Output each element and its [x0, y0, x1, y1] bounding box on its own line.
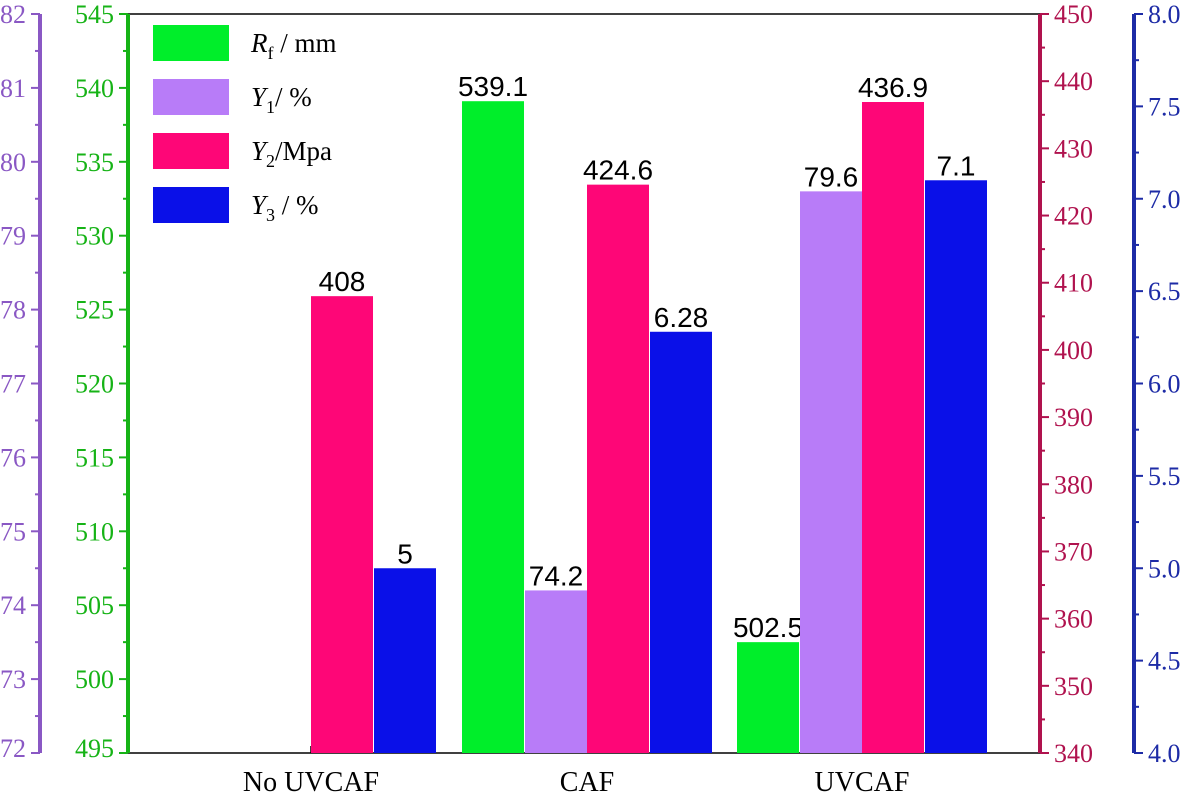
- bar-y3: [374, 568, 436, 753]
- legend-item-y1: Y1/ %: [153, 79, 312, 117]
- y-tick-label: 540: [75, 74, 114, 103]
- data-label-y3: 6.28: [654, 302, 709, 333]
- bar-y3: [650, 331, 712, 753]
- y-tick-label: 5.0: [1148, 554, 1181, 583]
- y-tick-label: 77: [0, 370, 26, 399]
- y-tick-label: 440: [1054, 67, 1093, 96]
- legend-item-y2: Y2/Mpa: [153, 133, 332, 171]
- y-tick-label: 410: [1054, 269, 1093, 298]
- legend-swatch: [153, 133, 229, 169]
- data-label-y2: 424.6: [583, 155, 653, 186]
- y-tick-label: 510: [75, 517, 114, 546]
- axis-left_inner: 495 500 505 510 515 520 525 530 535 540 545: [75, 0, 130, 763]
- data-label-rf: 502.5: [733, 612, 803, 643]
- bar-y2: [311, 296, 373, 753]
- y-tick-label: 495: [75, 734, 114, 763]
- legend-label: Y1/ %: [251, 82, 312, 117]
- y-tick-label: 6.5: [1148, 277, 1181, 306]
- bar-y2: [587, 184, 649, 753]
- y-tick-label: 5.5: [1148, 462, 1181, 491]
- y-tick-label: 4.5: [1148, 647, 1181, 676]
- legend-swatch: [153, 79, 229, 115]
- y-tick-label: 530: [75, 222, 114, 251]
- y-tick-label: 74: [0, 591, 26, 620]
- x-tick-label: UVCAF: [815, 767, 910, 798]
- data-label-y1: 79.6: [804, 161, 859, 192]
- data-label-y1: 74.2: [529, 560, 584, 591]
- data-label-y2: 408: [319, 266, 366, 297]
- data-label-y2: 436.9: [858, 72, 928, 103]
- bar-y1: [800, 191, 862, 754]
- y-tick-label: 7.5: [1148, 92, 1181, 121]
- y-tick-label: 79: [0, 222, 26, 251]
- y-tick-label: 430: [1054, 134, 1093, 163]
- y-tick-label: 340: [1054, 739, 1093, 768]
- y-tick-label: 350: [1054, 672, 1093, 701]
- legend-swatch: [153, 25, 229, 61]
- data-label-y3: 7.1: [937, 150, 976, 181]
- y-tick-label: 360: [1054, 605, 1093, 634]
- axis-right_outer: 4.0 4.5 5.0 5.5 6.0 6.5 7.0 7.5 8.0: [1132, 0, 1181, 768]
- y-tick-label: 75: [0, 517, 26, 546]
- y-tick-label: 4.0: [1148, 739, 1181, 768]
- legend-swatch: [153, 187, 229, 223]
- x-tick-label: CAF: [560, 767, 614, 798]
- y-tick-label: 82: [0, 0, 26, 29]
- axis-right_inner: 340 350 360 370 380 390 400 410 420 430 440 450: [1038, 0, 1093, 768]
- data-label-rf: 539.1: [458, 71, 528, 102]
- bar-y2: [862, 102, 924, 753]
- y-tick-label: 500: [75, 665, 114, 694]
- y-tick-label: 78: [0, 296, 26, 325]
- bar-y1: [525, 590, 587, 753]
- x-tick-label: No UVCAF: [243, 767, 379, 798]
- y-tick-label: 81: [0, 74, 26, 103]
- legend-item-y3: Y3 / %: [153, 187, 319, 225]
- y-tick-label: 520: [75, 370, 114, 399]
- y-tick-label: 380: [1054, 470, 1093, 499]
- axes-layer: No UVCAF CAF UVCAF 72 73 74 75 76 77 78 79 80 81 82 49…: [0, 0, 1181, 798]
- y-tick-label: 7.0: [1148, 185, 1181, 214]
- legend-label: Y2/Mpa: [251, 136, 332, 171]
- y-tick-label: 8.0: [1148, 0, 1181, 29]
- y-tick-label: 72: [0, 734, 26, 763]
- bar-rf: [737, 642, 799, 753]
- bars-layer: 539.1 502.5 74.2 79.6 408 424.6 436.9 5 6.28 7.1: [311, 71, 987, 754]
- legend: Rf / mm Y1/ % Y2/Mpa Y3 / %: [153, 25, 337, 225]
- y-tick-label: 545: [75, 0, 114, 29]
- y-tick-label: 370: [1054, 537, 1093, 566]
- axis-left_outer: 72 73 74 75 76 77 78 79 80 81 82: [0, 0, 42, 763]
- data-label-y3: 5: [397, 538, 413, 569]
- y-tick-label: 390: [1054, 403, 1093, 432]
- y-tick-label: 525: [75, 296, 114, 325]
- bar-rf: [462, 101, 524, 753]
- y-tick-label: 73: [0, 665, 26, 694]
- y-tick-label: 505: [75, 591, 114, 620]
- y-tick-label: 515: [75, 443, 114, 472]
- y-tick-label: 6.0: [1148, 370, 1181, 399]
- y-tick-label: 450: [1054, 0, 1093, 29]
- bar-y3: [925, 180, 987, 753]
- y-tick-label: 76: [0, 443, 26, 472]
- y-tick-label: 420: [1054, 202, 1093, 231]
- y-tick-label: 400: [1054, 336, 1093, 365]
- legend-label: Y3 / %: [251, 190, 319, 225]
- y-tick-label: 80: [0, 148, 26, 177]
- y-tick-label: 535: [75, 148, 114, 177]
- legend-item-rf: Rf / mm: [153, 25, 337, 63]
- legend-label: Rf / mm: [250, 28, 337, 63]
